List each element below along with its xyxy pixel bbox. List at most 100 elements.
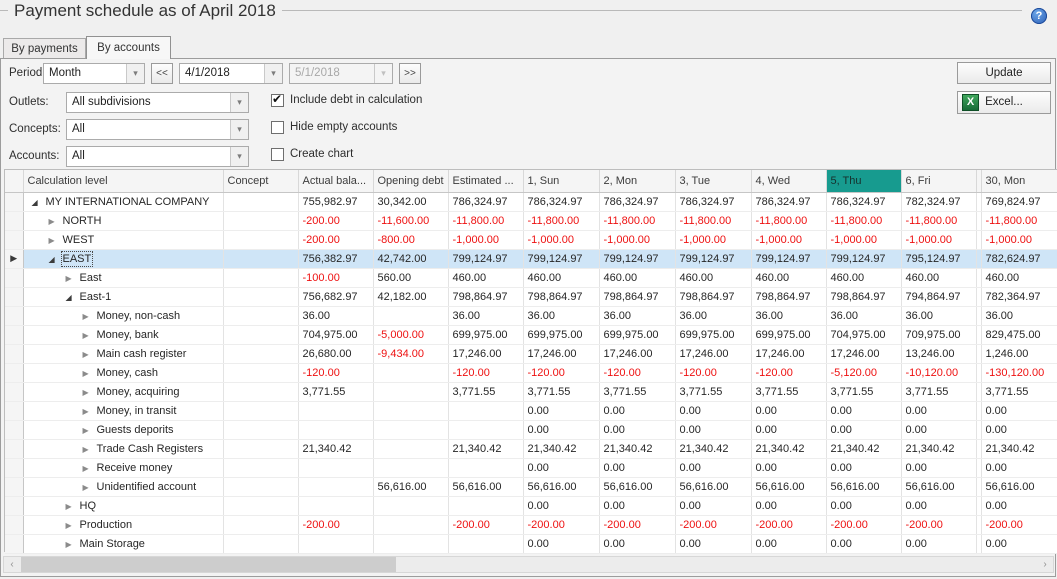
value-cell[interactable]: 794,864.97 xyxy=(901,287,976,306)
table-row[interactable]: ▶Money, non-cash36.0036.0036.0036.0036.0… xyxy=(5,306,1057,325)
value-cell[interactable]: 769,824.97 xyxy=(981,192,1057,211)
value-cell[interactable]: 0.00 xyxy=(901,496,976,515)
table-row[interactable]: ▶Money, cash-120.00-120.00-120.00-120.00… xyxy=(5,363,1057,382)
value-cell[interactable] xyxy=(373,458,448,477)
value-cell[interactable]: 786,324.97 xyxy=(448,192,523,211)
tree-cell[interactable]: ▶Production xyxy=(23,515,223,534)
value-cell[interactable]: 3,771.55 xyxy=(751,382,826,401)
row-indicator[interactable] xyxy=(5,363,23,382)
column-header[interactable]: 30, Mon xyxy=(981,170,1057,192)
value-cell[interactable]: 21,340.42 xyxy=(901,439,976,458)
column-header[interactable]: 2, Mon xyxy=(599,170,675,192)
prev-period-button[interactable]: << xyxy=(151,63,173,84)
expand-icon[interactable]: ▶ xyxy=(83,407,97,416)
value-cell[interactable]: 0.00 xyxy=(675,458,751,477)
value-cell[interactable]: 0.00 xyxy=(751,496,826,515)
value-cell[interactable] xyxy=(223,268,298,287)
value-cell[interactable]: 799,124.97 xyxy=(751,249,826,268)
value-cell[interactable]: 799,124.97 xyxy=(523,249,599,268)
value-cell[interactable] xyxy=(298,477,373,496)
tree-cell[interactable]: ◢EAST xyxy=(23,249,223,268)
value-cell[interactable]: -200.00 xyxy=(298,211,373,230)
tree-cell[interactable]: ▶Money, in transit xyxy=(23,401,223,420)
value-cell[interactable]: 36.00 xyxy=(826,306,901,325)
expand-icon[interactable]: ▶ xyxy=(66,274,80,283)
column-header[interactable]: Calculation level xyxy=(23,170,223,192)
value-cell[interactable]: 21,340.42 xyxy=(751,439,826,458)
value-cell[interactable]: 17,246.00 xyxy=(675,344,751,363)
expand-icon[interactable]: ▶ xyxy=(83,331,97,340)
value-cell[interactable] xyxy=(223,192,298,211)
value-cell[interactable]: 0.00 xyxy=(751,534,826,553)
row-indicator[interactable] xyxy=(5,192,23,211)
value-cell[interactable]: 798,864.97 xyxy=(826,287,901,306)
value-cell[interactable]: 0.00 xyxy=(523,534,599,553)
value-cell[interactable]: 786,324.97 xyxy=(826,192,901,211)
tree-cell[interactable]: ▶Money, acquiring xyxy=(23,382,223,401)
value-cell[interactable] xyxy=(223,363,298,382)
value-cell[interactable]: 36.00 xyxy=(675,306,751,325)
value-cell[interactable]: -11,800.00 xyxy=(901,211,976,230)
scroll-right-icon[interactable]: › xyxy=(1037,557,1053,572)
next-period-button[interactable]: >> xyxy=(399,63,421,84)
value-cell[interactable]: 21,340.42 xyxy=(826,439,901,458)
value-cell[interactable]: 0.00 xyxy=(981,458,1057,477)
table-row[interactable]: ▶Main cash register26,680.00-9,434.0017,… xyxy=(5,344,1057,363)
expand-icon[interactable]: ▶ xyxy=(49,236,63,245)
value-cell[interactable]: 460.00 xyxy=(599,268,675,287)
value-cell[interactable] xyxy=(223,458,298,477)
value-cell[interactable]: 56,616.00 xyxy=(675,477,751,496)
collapse-icon[interactable]: ◢ xyxy=(66,293,80,302)
tree-cell[interactable]: ▶NORTH xyxy=(23,211,223,230)
value-cell[interactable]: 756,682.97 xyxy=(298,287,373,306)
value-cell[interactable]: 799,124.97 xyxy=(448,249,523,268)
value-cell[interactable]: -1,000.00 xyxy=(599,230,675,249)
tree-cell[interactable]: ▶Money, bank xyxy=(23,325,223,344)
value-cell[interactable]: 0.00 xyxy=(826,534,901,553)
value-cell[interactable] xyxy=(223,230,298,249)
table-row[interactable]: ▶Unidentified account56,616.0056,616.005… xyxy=(5,477,1057,496)
collapse-icon[interactable]: ◢ xyxy=(32,198,46,207)
value-cell[interactable]: 0.00 xyxy=(675,420,751,439)
include-debt-checkbox[interactable]: ✔ xyxy=(271,94,284,107)
expand-icon[interactable]: ▶ xyxy=(83,388,97,397)
value-cell[interactable]: 3,771.55 xyxy=(981,382,1057,401)
value-cell[interactable]: -11,800.00 xyxy=(826,211,901,230)
date-from-select[interactable]: 4/1/2018 ▾ xyxy=(179,63,283,84)
value-cell[interactable]: -11,800.00 xyxy=(675,211,751,230)
value-cell[interactable]: 0.00 xyxy=(523,420,599,439)
value-cell[interactable]: 3,771.55 xyxy=(523,382,599,401)
value-cell[interactable]: 460.00 xyxy=(981,268,1057,287)
outlets-select[interactable]: All subdivisions ▾ xyxy=(66,92,249,113)
tree-cell[interactable]: ▶Receive money xyxy=(23,458,223,477)
value-cell[interactable]: 36.00 xyxy=(901,306,976,325)
value-cell[interactable]: -100.00 xyxy=(298,268,373,287)
table-row[interactable]: ▶HQ0.000.000.000.000.000.000.00 xyxy=(5,496,1057,515)
value-cell[interactable]: 42,182.00 xyxy=(373,287,448,306)
value-cell[interactable]: 21,340.42 xyxy=(298,439,373,458)
row-indicator[interactable] xyxy=(5,211,23,230)
table-row[interactable]: ▶Money, in transit0.000.000.000.000.000.… xyxy=(5,401,1057,420)
value-cell[interactable]: 0.00 xyxy=(523,458,599,477)
column-header[interactable]: 6, Fri xyxy=(901,170,976,192)
scrollbar-thumb[interactable] xyxy=(21,557,396,572)
value-cell[interactable]: 0.00 xyxy=(751,420,826,439)
column-header[interactable]: Estimated ... xyxy=(448,170,523,192)
value-cell[interactable]: -1,000.00 xyxy=(675,230,751,249)
value-cell[interactable] xyxy=(298,496,373,515)
value-cell[interactable]: 699,975.00 xyxy=(675,325,751,344)
value-cell[interactable] xyxy=(223,287,298,306)
value-cell[interactable] xyxy=(373,534,448,553)
row-indicator[interactable] xyxy=(5,325,23,344)
tree-cell[interactable]: ▶Money, cash xyxy=(23,363,223,382)
value-cell[interactable]: 17,246.00 xyxy=(523,344,599,363)
table-row[interactable]: ◢East-1756,682.9742,182.00798,864.97798,… xyxy=(5,287,1057,306)
value-cell[interactable]: -120.00 xyxy=(599,363,675,382)
value-cell[interactable]: 3,771.55 xyxy=(826,382,901,401)
chevron-down-icon[interactable]: ▾ xyxy=(230,93,248,112)
collapse-icon[interactable]: ◢ xyxy=(49,255,63,264)
table-row[interactable]: ◢MY INTERNATIONAL COMPANY755,982.9730,34… xyxy=(5,192,1057,211)
value-cell[interactable] xyxy=(223,515,298,534)
value-cell[interactable] xyxy=(298,420,373,439)
value-cell[interactable]: 799,124.97 xyxy=(675,249,751,268)
